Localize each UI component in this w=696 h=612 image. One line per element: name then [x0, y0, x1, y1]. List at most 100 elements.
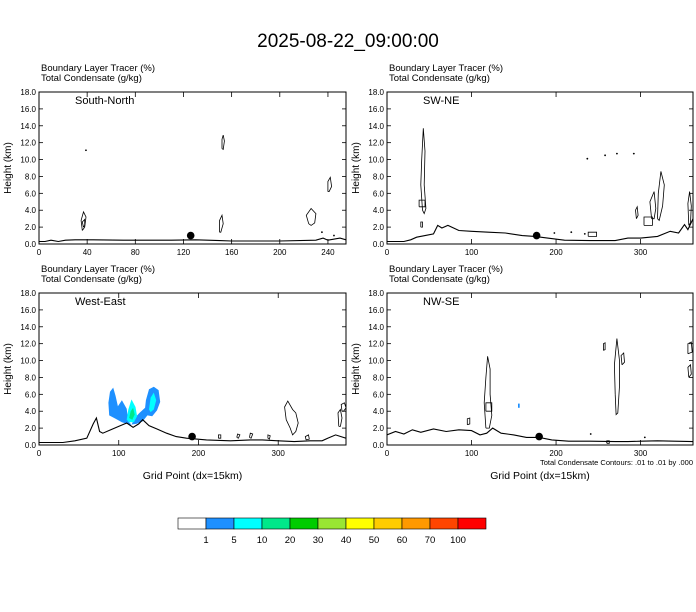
y-tick-label: 4.0 — [373, 407, 385, 416]
y-tick-label: 10.0 — [20, 357, 36, 366]
condensate-contour — [466, 417, 471, 426]
condensate-contour — [603, 342, 606, 351]
y-tick-label: 2.0 — [25, 223, 37, 232]
panel-header-tracer: Boundary Layer Tracer (%) — [41, 63, 155, 74]
location-marker — [535, 432, 543, 441]
y-tick-label: 6.0 — [25, 189, 37, 198]
x-tick-label: 40 — [83, 248, 92, 257]
condensate-contour — [483, 356, 493, 429]
y-tick-label: 12.0 — [20, 340, 36, 349]
y-tick-label: 16.0 — [20, 105, 36, 114]
condensate-contour — [305, 207, 317, 226]
location-marker — [532, 231, 541, 240]
plot-frame — [386, 91, 694, 245]
y-tick-label: 0.0 — [25, 441, 37, 450]
x-tick-label: 100 — [465, 248, 479, 257]
y-tick-label: 10.0 — [368, 357, 384, 366]
y-axis-label: Height (km) — [351, 142, 362, 194]
condensate-contour — [340, 402, 346, 412]
condensate-dot — [616, 152, 618, 155]
x-tick-label: 200 — [549, 449, 563, 458]
terrain-line — [39, 416, 346, 444]
x-tick-label: 300 — [272, 449, 286, 458]
condensate-dot — [553, 232, 556, 234]
condensate-contour — [635, 205, 639, 219]
condensate-dot — [586, 157, 589, 160]
y-tick-label: 4.0 — [25, 407, 37, 416]
condensate-contour — [221, 134, 225, 151]
y-tick-label: 18.0 — [20, 88, 36, 97]
x-tick-label: 200 — [549, 248, 563, 257]
condensate-dot — [85, 149, 87, 152]
terrain-line — [387, 218, 693, 243]
y-tick-label: 12.0 — [20, 139, 36, 148]
y-tick-label: 14.0 — [20, 323, 36, 332]
condensate-contour — [219, 213, 224, 233]
plot-frame — [386, 292, 694, 446]
y-tick-label: 10.0 — [368, 156, 384, 165]
x-tick-label: 120 — [177, 248, 191, 257]
x-tick-label: 200 — [273, 248, 287, 257]
y-tick-label: 2.0 — [373, 223, 385, 232]
tracer-fill-area — [108, 386, 161, 425]
colorbar-swatch — [429, 517, 459, 530]
colorbar-level-label: 70 — [425, 535, 436, 546]
colorbar-level-label: 20 — [285, 535, 296, 546]
y-tick-label: 0.0 — [373, 240, 385, 249]
x-tick-label: 100 — [112, 449, 126, 458]
condensate-contour — [304, 434, 310, 441]
colorbar-level-label: 1 — [203, 535, 208, 546]
y-tick-label: 4.0 — [373, 206, 385, 215]
y-tick-label: 18.0 — [368, 289, 384, 298]
colorbar-swatch — [317, 517, 347, 530]
condensate-contour — [327, 176, 333, 192]
tracer-fill-area — [129, 407, 135, 420]
y-tick-label: 2.0 — [25, 424, 37, 433]
panel-header-tracer: Boundary Layer Tracer (%) — [41, 264, 155, 275]
y-axis-label: Height (km) — [3, 343, 14, 395]
condensate-contour — [420, 128, 427, 215]
condensate-contour — [687, 191, 692, 226]
condensate-dot — [643, 436, 646, 439]
y-tick-label: 18.0 — [20, 289, 36, 298]
condensate-contour — [284, 400, 299, 436]
condensate-contour — [613, 338, 620, 416]
y-tick-label: 6.0 — [25, 390, 37, 399]
plot-area — [39, 134, 346, 243]
y-tick-label: 14.0 — [20, 122, 36, 131]
y-axis-label: Height (km) — [3, 142, 14, 194]
condensate-contour — [620, 352, 625, 366]
x-tick-label: 0 — [385, 248, 390, 257]
condensate-contour — [81, 218, 86, 228]
panel-label: SW-NE — [423, 95, 459, 107]
colorbar-swatch — [373, 517, 403, 530]
panel-bottom-left: 0.0 2.0 4.0 6.0 8.0 10.0 12.0 14.0 16.0 18.0 0 100 2… — [3, 264, 347, 482]
condensate-contour — [643, 216, 653, 226]
panel-header-condensate: Total Condensate (g/kg) — [389, 274, 490, 285]
panel-label: South-North — [75, 95, 134, 107]
y-axis-label: Height (km) — [351, 343, 362, 395]
x-tick-label: 0 — [37, 248, 42, 257]
x-tick-label: 160 — [225, 248, 239, 257]
contour-note: Total Condensate Contours: .01 to .01 by… — [540, 458, 693, 467]
main-title: 2025-08-22_09:00:00 — [257, 31, 439, 52]
condensate-dot — [321, 231, 323, 234]
y-tick-label: 8.0 — [25, 373, 37, 382]
colorbar-swatch — [177, 517, 207, 530]
colorbar-level-label: 40 — [341, 535, 352, 546]
y-tick-label: 8.0 — [373, 172, 385, 181]
condensate-contour — [687, 341, 693, 355]
location-marker — [186, 231, 195, 240]
condensate-contour — [418, 199, 426, 208]
condensate-contour — [267, 434, 271, 440]
colorbar-level-label: 10 — [257, 535, 268, 546]
plot-area — [39, 386, 346, 444]
colorbar-level-label: 30 — [313, 535, 324, 546]
colorbar-swatch — [261, 517, 291, 530]
colorbar-level-label: 50 — [369, 535, 380, 546]
colorbar-swatch — [401, 517, 431, 530]
y-tick-label: 14.0 — [368, 122, 384, 131]
condensate-contour — [657, 171, 665, 222]
x-tick-label: 240 — [321, 248, 335, 257]
